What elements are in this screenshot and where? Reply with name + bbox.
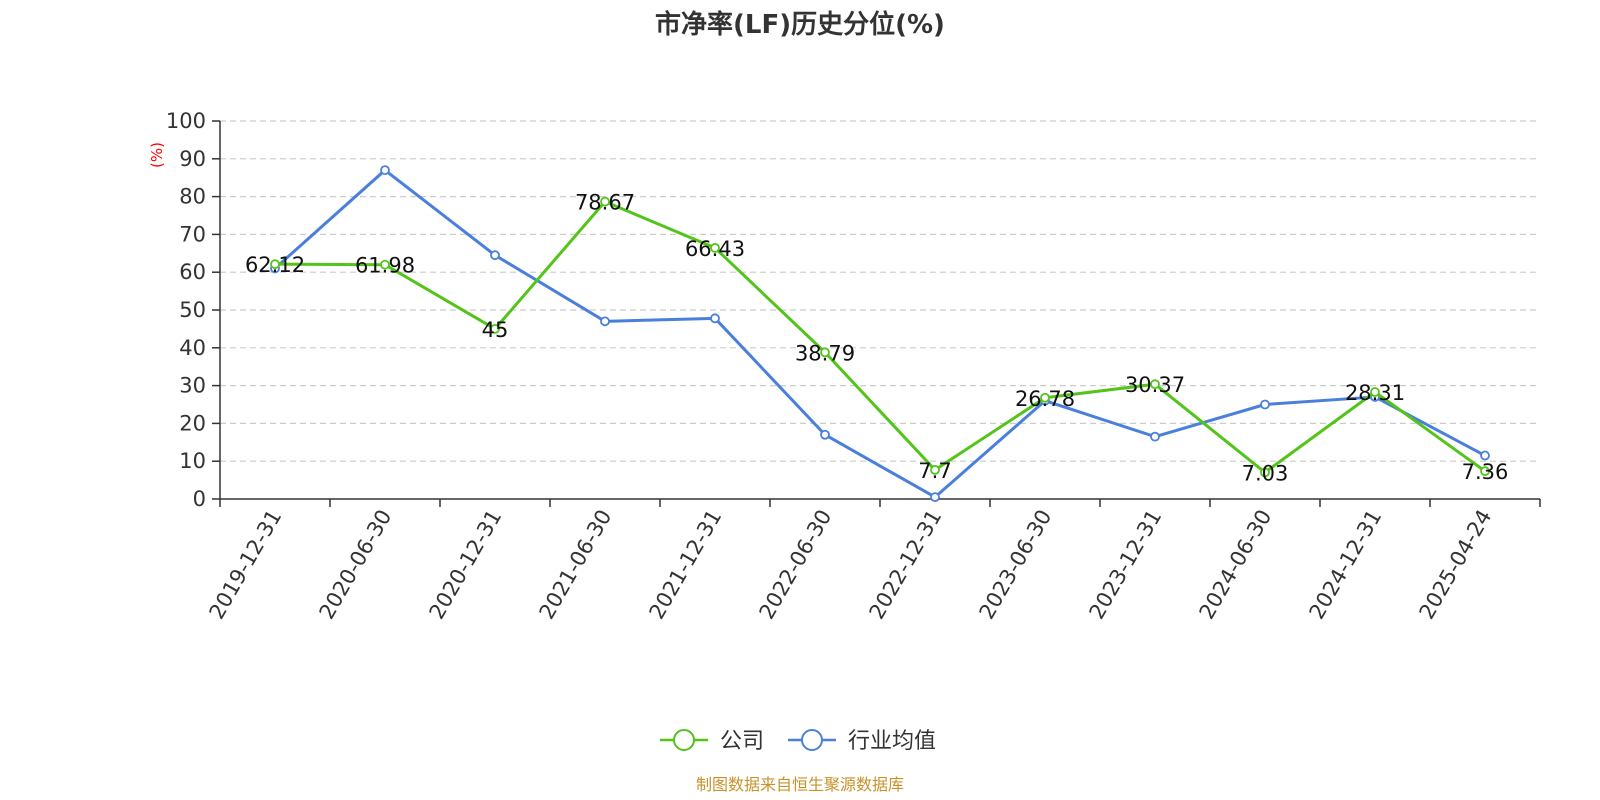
x-tick-label: 2025-04-24 xyxy=(1415,506,1497,624)
data-label: 7.03 xyxy=(1242,461,1289,485)
data-label: 78.67 xyxy=(575,191,635,215)
legend-item-1[interactable]: 行业均值 xyxy=(788,729,936,754)
y-tick-label: 50 xyxy=(179,298,206,322)
data-label: 26.78 xyxy=(1015,387,1075,411)
data-label: 7.7 xyxy=(918,459,951,483)
y-tick-label: 80 xyxy=(179,185,206,209)
data-point[interactable] xyxy=(1260,399,1270,410)
data-point[interactable] xyxy=(1260,467,1270,478)
y-tick-label: 0 xyxy=(193,487,206,511)
data-point[interactable] xyxy=(1370,387,1380,397)
legend[interactable]: 公司 行业均值 xyxy=(660,729,936,754)
data-point[interactable] xyxy=(600,316,610,327)
data-point[interactable] xyxy=(820,347,830,358)
y-tick-label: 90 xyxy=(179,147,206,171)
data-point[interactable] xyxy=(600,196,610,207)
series-0 xyxy=(270,196,1490,478)
series-line xyxy=(274,168,1486,499)
data-point[interactable] xyxy=(1150,431,1160,442)
y-tick-label: 20 xyxy=(179,411,206,435)
y-tick-label: 60 xyxy=(179,260,206,284)
legend-label: 行业均值 xyxy=(848,729,936,754)
data-label: 7.36 xyxy=(1462,460,1509,484)
data-label: 66.43 xyxy=(685,237,745,261)
x-tick-label: 2022-06-30 xyxy=(755,506,837,624)
grid-lines xyxy=(220,120,1540,462)
x-tick-label: 2023-12-31 xyxy=(1085,506,1167,624)
axes xyxy=(212,120,1541,507)
data-point[interactable] xyxy=(1150,379,1160,390)
y-tick-label: 70 xyxy=(179,222,206,246)
data-point[interactable] xyxy=(1480,450,1490,461)
data-point[interactable] xyxy=(380,165,390,176)
data-point[interactable] xyxy=(490,323,500,334)
y-tick-label: 10 xyxy=(179,449,206,473)
legend-marker-icon xyxy=(801,729,823,751)
y-tick-label: 100 xyxy=(166,109,206,133)
x-tick-label: 2019-12-31 xyxy=(205,506,287,624)
data-point[interactable] xyxy=(710,242,720,253)
data-point[interactable] xyxy=(710,313,720,324)
source-note: 制图数据来自恒生聚源数据库 xyxy=(696,775,904,794)
data-point[interactable] xyxy=(270,259,280,270)
series-1 xyxy=(270,165,1490,503)
x-tick-label: 2024-12-31 xyxy=(1305,506,1387,624)
x-tick-label: 2021-12-31 xyxy=(645,506,727,624)
data-point[interactable] xyxy=(820,429,830,440)
data-labels: 62.12 61.98 45 78.67 66.43 38.79 7.7 26.78 30.37… xyxy=(245,191,1508,486)
x-tick-label: 2021-06-30 xyxy=(535,506,617,624)
series-line xyxy=(274,200,1486,474)
chart-title: 市净率(LF)历史分位(%) xyxy=(655,9,945,40)
data-label: 45 xyxy=(482,318,509,342)
data-point[interactable] xyxy=(1040,392,1050,403)
x-tick-label: 2023-06-30 xyxy=(975,506,1057,624)
data-point[interactable] xyxy=(930,464,940,475)
data-point[interactable] xyxy=(1480,466,1490,477)
y-tick-label: 40 xyxy=(179,336,206,360)
data-point[interactable] xyxy=(930,492,940,503)
x-tick-label: 2020-12-31 xyxy=(425,506,507,624)
y-axis-unit-label: (%) xyxy=(148,142,166,168)
data-point[interactable] xyxy=(490,250,500,261)
data-label: 62.12 xyxy=(245,253,305,277)
data-label: 30.37 xyxy=(1125,373,1185,397)
x-axis-ticks: 2019-12-31 2020-06-30 2020-12-31 2021-06-30… xyxy=(205,506,1497,624)
legend-marker-icon xyxy=(673,729,695,751)
data-label: 28.31 xyxy=(1345,381,1405,405)
y-tick-label: 30 xyxy=(179,374,206,398)
y-axis-ticks: 0 10 20 30 40 50 60 70 80 90 100 xyxy=(166,109,206,511)
x-tick-label: 2022-12-31 xyxy=(865,506,947,624)
x-tick-label: 2024-06-30 xyxy=(1195,506,1277,624)
data-point[interactable] xyxy=(380,259,390,270)
series-group xyxy=(270,165,1490,503)
data-label: 38.79 xyxy=(795,341,855,365)
x-tick-label: 2020-06-30 xyxy=(315,506,397,624)
legend-label: 公司 xyxy=(720,729,764,754)
data-label: 61.98 xyxy=(355,254,415,278)
legend-item-0[interactable]: 公司 xyxy=(660,729,764,754)
